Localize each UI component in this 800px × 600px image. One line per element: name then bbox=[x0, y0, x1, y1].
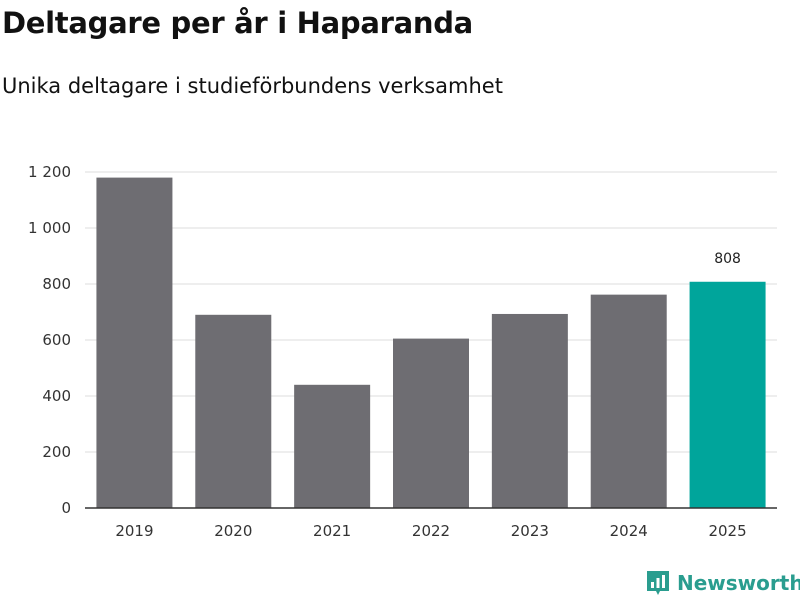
bar bbox=[590, 294, 667, 508]
y-tick-label: 1 000 bbox=[28, 219, 71, 237]
bar bbox=[195, 314, 272, 508]
bar-highlight bbox=[689, 281, 766, 508]
x-tick-label: 2021 bbox=[313, 522, 351, 540]
y-tick-label: 200 bbox=[42, 443, 71, 461]
newsworthy-logo-text: Newsworthy bbox=[677, 571, 800, 595]
x-tick-label: 2025 bbox=[708, 522, 746, 540]
bar bbox=[294, 384, 371, 508]
newsworthy-logo: Newsworthy bbox=[645, 569, 800, 597]
chart-title: Deltagare per år i Haparanda bbox=[2, 6, 473, 40]
y-tick-label: 1 200 bbox=[28, 163, 71, 181]
bar-value-label: 808 bbox=[714, 251, 741, 267]
y-tick-label: 0 bbox=[61, 499, 71, 517]
y-tick-label: 400 bbox=[42, 387, 71, 405]
x-tick-label: 2022 bbox=[412, 522, 450, 540]
y-tick-label: 800 bbox=[42, 275, 71, 293]
bar bbox=[393, 338, 469, 508]
newsworthy-logo-icon bbox=[647, 571, 669, 595]
x-tick-label: 2024 bbox=[610, 522, 648, 540]
bar bbox=[96, 177, 173, 508]
x-tick-label: 2019 bbox=[115, 522, 153, 540]
x-tick-label: 2020 bbox=[214, 522, 252, 540]
y-tick-label: 600 bbox=[42, 331, 71, 349]
x-tick-label: 2023 bbox=[511, 522, 549, 540]
bar bbox=[491, 313, 568, 508]
chart-subtitle: Unika deltagare i studieförbundens verks… bbox=[2, 74, 503, 98]
